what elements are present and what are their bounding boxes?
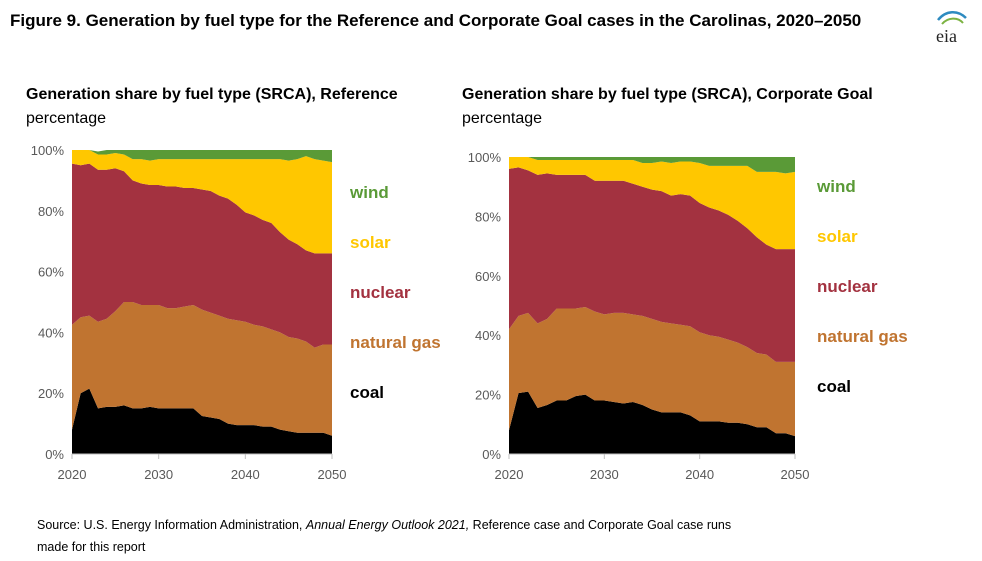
left-area-nuclear [72,163,332,348]
source-note: Source: U.S. Energy Information Administ… [37,514,737,558]
right-y-tick-label: 80% [475,209,501,224]
eia-logo-text: eia [936,26,957,46]
left-y-tick-label: 60% [38,265,64,280]
source-suffix: Reference case and Corporate Goal case r… [37,518,732,554]
left-y-tick-label: 40% [38,325,64,340]
right-area-solar [509,157,795,250]
right-x-tick-label: 2020 [495,467,524,482]
left-y-tick-label: 0% [45,447,64,462]
left-x-tick-label: 2040 [231,467,260,482]
left-y-tick-label: 100% [31,143,65,158]
left-legend-natural-gas: natural gas [350,333,441,352]
figure-title: Figure 9. Generation by fuel type for th… [10,11,862,30]
left-y-tick-label: 20% [38,386,64,401]
right-legend-natural-gas: natural gas [817,327,908,346]
right-y-tick-label: 60% [475,269,501,284]
left-x-tick-label: 2050 [318,467,347,482]
left-area-solar [72,150,332,254]
left-legend-wind: wind [349,183,389,202]
left-legend-nuclear: nuclear [350,283,411,302]
eia-logo: eia [936,11,967,46]
left-area-natural-gas [72,302,332,436]
chart-left-title: Generation share by fuel type (SRCA), Re… [26,86,398,103]
right-x-tick-label: 2050 [781,467,810,482]
right-legend-nuclear: nuclear [817,277,878,296]
right-area-natural-gas [509,306,795,437]
left-x-tick-label: 2030 [144,467,173,482]
right-legend-solar: solar [817,227,858,246]
right-x-tick-label: 2030 [590,467,619,482]
right-y-tick-label: 20% [475,388,501,403]
source-italic: Annual Energy Outlook 2021, [305,518,470,532]
right-area-wind [509,157,795,174]
chart-right-subtitle: percentage [462,110,543,127]
chart-left-subtitle: percentage [26,110,107,127]
right-area-coal [509,391,795,454]
left-area-coal [72,388,332,454]
right-legend-coal: coal [817,377,851,396]
right-legend-wind: wind [816,177,856,196]
chart-right-title: Generation share by fuel type (SRCA), Co… [462,86,873,103]
right-y-tick-label: 100% [468,150,502,165]
left-legend-coal: coal [350,383,384,402]
right-y-tick-label: 40% [475,328,501,343]
right-y-tick-label: 0% [482,447,501,462]
left-area-wind [72,150,332,163]
left-legend-solar: solar [350,233,391,252]
source-prefix: Source: U.S. Energy Information Administ… [37,518,306,532]
left-x-tick-label: 2020 [58,467,87,482]
right-area-nuclear [509,167,795,362]
left-y-tick-label: 80% [38,204,64,219]
right-x-tick-label: 2040 [685,467,714,482]
